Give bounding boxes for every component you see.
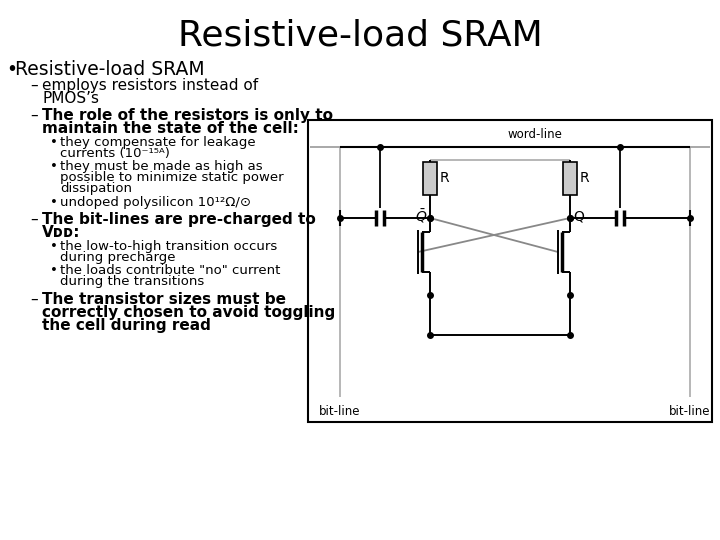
Text: during the transitions: during the transitions bbox=[60, 275, 204, 288]
Text: maintain the state of the cell:: maintain the state of the cell: bbox=[42, 121, 299, 136]
Bar bbox=[308, 120, 712, 422]
Text: currents (10⁻¹⁵ᴬ): currents (10⁻¹⁵ᴬ) bbox=[60, 147, 170, 160]
Point bbox=[684, 214, 696, 222]
Point bbox=[614, 143, 626, 151]
Text: •: • bbox=[50, 240, 58, 253]
Text: –: – bbox=[30, 212, 37, 227]
Text: $\bar{Q}$: $\bar{Q}$ bbox=[415, 207, 427, 225]
Text: –: – bbox=[30, 292, 37, 307]
Text: during precharge: during precharge bbox=[60, 251, 176, 264]
Text: Q: Q bbox=[573, 209, 584, 223]
Text: •: • bbox=[50, 160, 58, 173]
Text: possible to minimize static power: possible to minimize static power bbox=[60, 171, 284, 184]
Text: the loads contribute "no" current: the loads contribute "no" current bbox=[60, 264, 280, 277]
Text: Resistive-load SRAM: Resistive-load SRAM bbox=[15, 60, 204, 79]
Text: dissipation: dissipation bbox=[60, 182, 132, 195]
Text: bit-line: bit-line bbox=[670, 405, 711, 418]
Text: •: • bbox=[50, 136, 58, 149]
Text: the low-to-high transition occurs: the low-to-high transition occurs bbox=[60, 240, 277, 253]
Text: –: – bbox=[30, 108, 37, 123]
Point bbox=[424, 214, 436, 222]
Text: they compensate for leakage: they compensate for leakage bbox=[60, 136, 256, 149]
Text: •: • bbox=[6, 60, 17, 79]
Point bbox=[564, 214, 576, 222]
Text: PMOS’s: PMOS’s bbox=[42, 91, 99, 106]
Text: The role of the resistors is only to: The role of the resistors is only to bbox=[42, 108, 333, 123]
Point bbox=[424, 291, 436, 299]
Text: The bit-lines are pre-charged to: The bit-lines are pre-charged to bbox=[42, 212, 316, 227]
Text: R: R bbox=[440, 172, 449, 186]
Text: correctly chosen to avoid toggling: correctly chosen to avoid toggling bbox=[42, 305, 336, 320]
Point bbox=[334, 214, 346, 222]
Text: Resistive-load SRAM: Resistive-load SRAM bbox=[178, 18, 542, 52]
Point bbox=[374, 143, 386, 151]
Point bbox=[564, 330, 576, 339]
Point bbox=[424, 214, 436, 222]
Text: Vᴅᴅ:: Vᴅᴅ: bbox=[42, 225, 81, 240]
Point bbox=[564, 291, 576, 299]
Text: The transistor sizes must be: The transistor sizes must be bbox=[42, 292, 286, 307]
Text: •: • bbox=[50, 196, 58, 209]
Text: •: • bbox=[50, 264, 58, 277]
Text: undoped polysilicon 10¹²Ω/⊙: undoped polysilicon 10¹²Ω/⊙ bbox=[60, 196, 251, 209]
Text: word-line: word-line bbox=[508, 128, 562, 141]
Text: the cell during read: the cell during read bbox=[42, 318, 211, 333]
Text: R: R bbox=[580, 172, 590, 186]
Bar bbox=[423, 162, 437, 195]
Text: they must be made as high as: they must be made as high as bbox=[60, 160, 263, 173]
Text: employs resistors instead of: employs resistors instead of bbox=[42, 78, 258, 93]
Point bbox=[424, 330, 436, 339]
Text: bit-line: bit-line bbox=[319, 405, 361, 418]
Text: –: – bbox=[30, 78, 37, 93]
Bar bbox=[563, 162, 577, 195]
Point bbox=[564, 214, 576, 222]
